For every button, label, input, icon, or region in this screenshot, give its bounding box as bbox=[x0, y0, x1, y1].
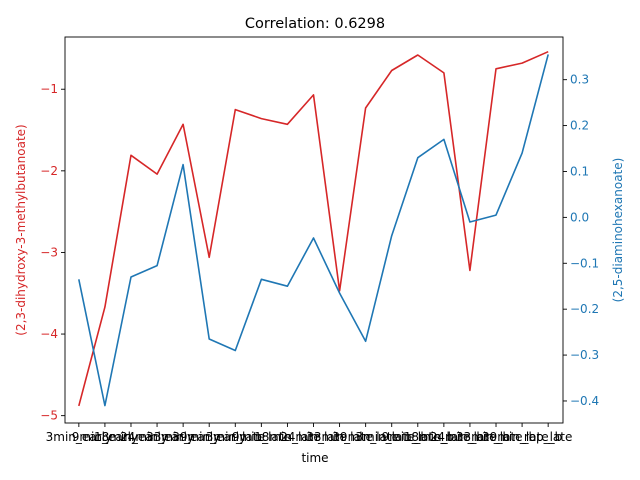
right-y-tick-label: 0.3 bbox=[570, 73, 589, 87]
plot-frame bbox=[64, 36, 564, 424]
right-y-tick-label: 0.2 bbox=[570, 119, 589, 133]
left-axis-title: (2,3-dihydroxy-3-methylbutanoate) bbox=[14, 124, 28, 335]
x-tick-label: 3min_early bbox=[46, 430, 112, 444]
left-y-tick-label: −5 bbox=[40, 409, 58, 423]
x-tick-label: 39min_late bbox=[332, 430, 399, 444]
x-tick-label: 24min_late bbox=[280, 430, 347, 444]
right-y-tick-label: −0.2 bbox=[570, 302, 599, 316]
left-y-tick-label: −2 bbox=[40, 164, 58, 178]
right-y-tick-label: 0.1 bbox=[570, 164, 589, 178]
chart-title: Correlation: 0.6298 bbox=[245, 16, 385, 32]
left-y-tick-label: −3 bbox=[40, 245, 58, 259]
x-tick-label: 33min_late bbox=[306, 430, 373, 444]
x-tick-label: 9min_late_b bbox=[381, 430, 454, 444]
x-tick-label: 3min_late bbox=[206, 430, 265, 444]
x-tick-label: 39min_early bbox=[172, 430, 246, 444]
right-y-tick-label: −0.4 bbox=[570, 394, 599, 408]
x-tick-label: 33min_late_b bbox=[456, 430, 536, 444]
left-y-tick-label: −1 bbox=[40, 82, 58, 96]
left-y-tick-label: −4 bbox=[40, 327, 58, 341]
right-y-tick-label: 0.0 bbox=[570, 210, 589, 224]
x-tick-label: 3min_late_b bbox=[355, 430, 428, 444]
right-axis-title: (2,5-diaminohexanoate) bbox=[611, 158, 625, 303]
right-y-tick-label: −0.1 bbox=[570, 256, 599, 270]
x-tick-label: 18min_early bbox=[94, 430, 168, 444]
x-tick-label: 9min_early bbox=[72, 430, 138, 444]
x-tick-label: 18min_late bbox=[254, 430, 321, 444]
x-tick-label: 18min_late_b bbox=[404, 430, 484, 444]
right-y-tick-label: −0.3 bbox=[570, 348, 599, 362]
series-line-left bbox=[78, 50, 549, 407]
x-tick-label: 33min_early bbox=[146, 430, 220, 444]
x-axis-title: time bbox=[301, 451, 328, 465]
x-tick-label: 9min_late bbox=[232, 430, 291, 444]
x-tick-label: 24min_late_b bbox=[430, 430, 510, 444]
x-tick-label: 24min_early bbox=[120, 430, 194, 444]
x-tick-label: rep_late bbox=[524, 430, 572, 444]
plot-area: 3min_early9min_early18min_early24min_ear… bbox=[40, 36, 599, 444]
series-line-right bbox=[78, 54, 549, 407]
x-tick-label: 39min_late_b bbox=[482, 430, 562, 444]
